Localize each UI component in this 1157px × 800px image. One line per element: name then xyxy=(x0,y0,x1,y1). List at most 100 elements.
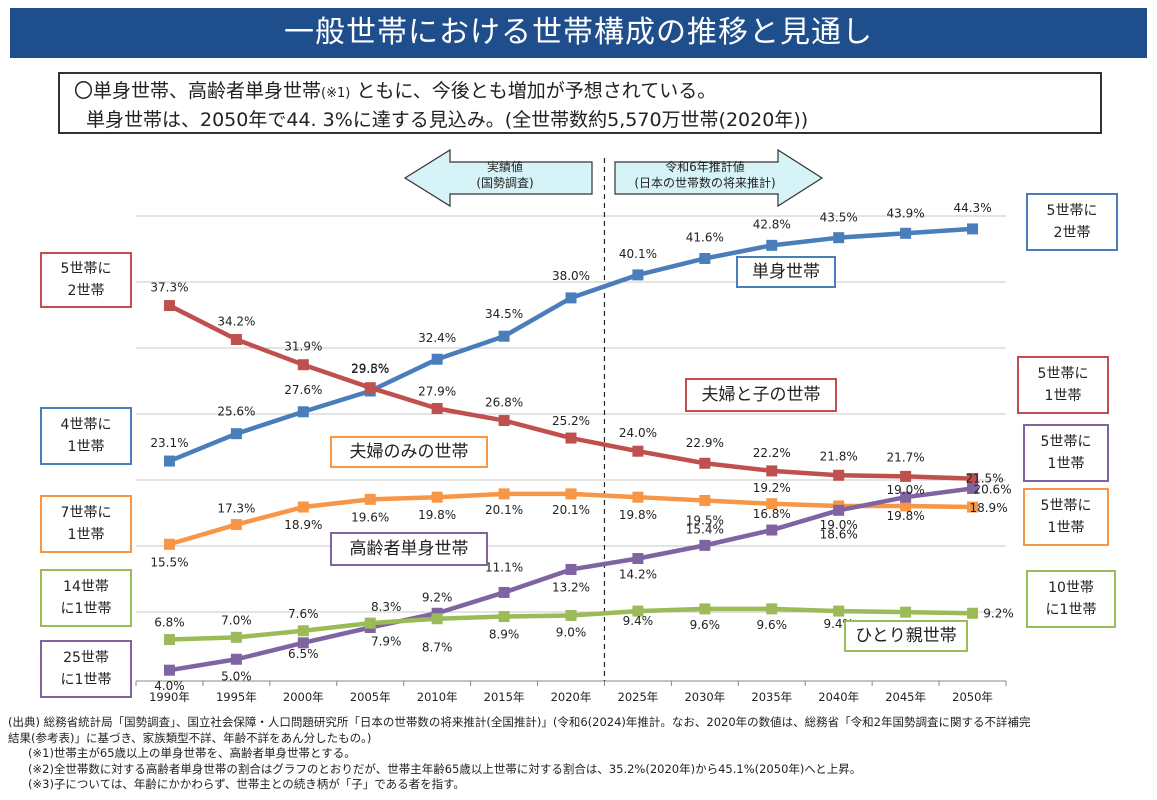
x-tick-label: 2020年 xyxy=(551,690,592,704)
ratio-line2: 2世帯 xyxy=(1053,225,1091,241)
data-point-single_parent xyxy=(565,609,577,621)
ratio-box-left-couple-children: 5世帯に 2世帯 xyxy=(40,252,132,308)
ratio-line1: 5世帯に xyxy=(1040,498,1092,514)
ratio-line2: 1世帯 xyxy=(67,527,105,543)
x-tick-label: 2030年 xyxy=(684,690,725,704)
ratio-box-left-single: 4世帯に 1世帯 xyxy=(40,407,132,465)
ratio-line1: 4世帯に xyxy=(60,417,112,433)
summary-box: 〇単身世帯、高齢者単身世帯(※1) ともに、今後とも増加が予想されている。 単身… xyxy=(58,72,1102,134)
data-label-couple_children: 24.0% xyxy=(619,426,657,440)
data-label-couple_only: 19.8% xyxy=(619,508,657,522)
data-label-couple_only: 20.1% xyxy=(552,503,590,517)
data-point-couple_only xyxy=(163,538,175,550)
data-point-single_parent xyxy=(498,611,510,623)
data-label-elderly_single: 16.8% xyxy=(753,507,791,521)
data-label-elderly_single: 4.0% xyxy=(154,679,185,693)
data-point-couple_children xyxy=(297,359,309,371)
data-label-single_parent: 6.8% xyxy=(154,616,185,630)
data-label-couple_only: 15.5% xyxy=(150,555,188,569)
data-point-elderly_single xyxy=(967,482,979,494)
data-label-couple_children: 21.5% xyxy=(965,472,1003,486)
data-point-single_parent xyxy=(699,603,711,615)
ratio-line1: 5世帯に xyxy=(1040,434,1092,450)
data-point-single_parent xyxy=(900,606,912,618)
data-point-couple_children xyxy=(900,470,912,482)
data-label-couple_only: 19.5% xyxy=(686,513,724,527)
series-label-couple-only: 夫婦のみの世帯 xyxy=(330,436,488,468)
x-tick-label: 2000年 xyxy=(283,690,324,704)
data-label-single_parent: 9.6% xyxy=(690,618,721,632)
series-label-single-parent: ひとり親世帯 xyxy=(844,620,968,652)
ratio-line2: 2世帯 xyxy=(67,283,105,299)
chart-lines xyxy=(163,223,979,676)
data-label-single: 32.4% xyxy=(418,331,456,345)
data-label-single_parent: 9.0% xyxy=(556,625,587,639)
actual-label-line2: (国勢調査) xyxy=(476,176,534,190)
data-label-elderly_single: 7.9% xyxy=(371,634,402,648)
ratio-line2: 1世帯 xyxy=(1047,456,1085,472)
data-point-single xyxy=(967,223,979,235)
x-tick-label: 1995年 xyxy=(216,690,257,704)
data-point-single xyxy=(431,353,443,365)
data-label-single: 27.6% xyxy=(284,383,322,397)
line-chart: 23.1% 25.6% 27.6% 29.5% 32.4% 34.5% 38.0% 40.1%… xyxy=(135,148,1014,704)
data-label-couple_only: 17.3% xyxy=(217,502,255,516)
data-label-elderly_single: 15.4% xyxy=(686,522,724,536)
data-point-single_parent xyxy=(766,603,778,615)
data-point-elderly_single xyxy=(163,664,175,676)
data-label-elderly_single: 20.6% xyxy=(973,482,1011,496)
chart-x-axis: 1990年 1995年 2000年 2005年 2010年 2015年 2020年 2025年… xyxy=(135,681,1007,704)
note-source-cont: 結果(参考表)」に基づき、家族類型不詳、年齢不詳をあん分したもの。) xyxy=(8,730,372,745)
x-tick-label: 2010年 xyxy=(417,690,458,704)
data-point-elderly_single xyxy=(766,524,778,536)
data-point-single_parent xyxy=(364,617,376,629)
data-label-single: 41.6% xyxy=(686,230,724,244)
data-point-single xyxy=(297,406,309,418)
ratio-line2: に1世帯 xyxy=(60,672,112,688)
data-label-couple_only: 19.2% xyxy=(753,481,791,495)
data-point-couple_only xyxy=(431,491,443,503)
note-1: (※1)世帯主が65歳以上の単身世帯を、高齢者単身世帯とする。 xyxy=(28,746,356,760)
ratio-line1: 5世帯に xyxy=(1037,366,1089,382)
ratio-line1: 25世帯 xyxy=(63,650,109,666)
data-point-couple_only xyxy=(565,488,577,500)
actual-arrow-label: 実績値 (国勢調査) xyxy=(440,159,570,191)
data-label-couple_only: 19.0% xyxy=(887,483,925,497)
data-point-elderly_single xyxy=(632,553,644,565)
x-tick-label: 2005年 xyxy=(350,690,391,704)
data-point-single xyxy=(900,227,912,239)
note-source: (出典) 総務省統計局「国勢調査」、国立社会保障・人口問題研究所「日本の世帯数の… xyxy=(8,715,1031,729)
data-point-couple_children xyxy=(632,445,644,457)
summary-note-ref: (※1) xyxy=(321,86,351,101)
ratio-box-left-couple-only: 7世帯に 1世帯 xyxy=(40,495,132,553)
data-point-single xyxy=(498,330,510,342)
data-point-couple_children xyxy=(833,469,845,481)
data-label-couple_only: 18.9% xyxy=(284,518,322,532)
x-tick-label: 1990年 xyxy=(149,690,190,704)
data-point-single_parent xyxy=(230,631,242,643)
data-label-couple_children: 22.9% xyxy=(686,436,724,450)
data-point-single xyxy=(833,232,845,244)
data-label-couple_children: 27.9% xyxy=(418,384,456,398)
data-point-couple_only xyxy=(632,491,644,503)
data-point-couple_only xyxy=(364,493,376,505)
note-3: (※3)子については、年齢にかかわらず、世帯主との続き柄が「子」である者を指す。 xyxy=(28,777,465,791)
page-title: 一般世帯における世帯構成の推移と見通し xyxy=(10,8,1147,58)
data-label-couple_children: 21.7% xyxy=(887,450,925,464)
data-point-couple_children xyxy=(431,402,443,414)
data-point-elderly_single xyxy=(565,563,577,575)
x-tick-label: 2045年 xyxy=(885,690,926,704)
x-tick-label: 2040年 xyxy=(818,690,859,704)
data-point-single_parent xyxy=(163,634,175,646)
data-point-single xyxy=(699,252,711,264)
data-point-elderly_single xyxy=(297,637,309,649)
ratio-line2: 1世帯 xyxy=(67,439,105,455)
ratio-line2: 1世帯 xyxy=(1047,520,1085,536)
data-label-couple_children: 31.9% xyxy=(284,340,322,354)
ratio-line1: 10世帯 xyxy=(1048,580,1094,596)
ratio-box-right-single: 5世帯に 2世帯 xyxy=(1026,193,1118,251)
summary-text-a: 〇単身世帯、高齢者単身世帯 xyxy=(74,80,322,102)
data-point-elderly_single xyxy=(230,653,242,665)
data-point-single_parent xyxy=(297,625,309,637)
data-point-couple_children xyxy=(498,415,510,427)
